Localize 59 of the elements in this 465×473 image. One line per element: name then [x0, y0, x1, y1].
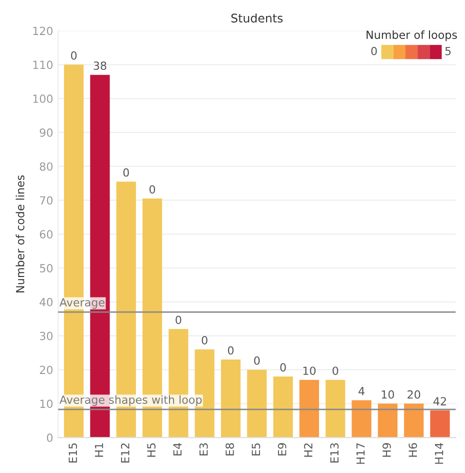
ref-line-label: Average: [60, 298, 104, 309]
annotation: 4: [358, 387, 364, 396]
bar: [247, 370, 267, 438]
annotation: 10: [382, 390, 394, 399]
annotation: 0: [202, 336, 208, 344]
x-tick-label: E9: [278, 443, 286, 456]
annotation: 0: [280, 363, 286, 372]
y-tick-label: 110: [33, 60, 53, 70]
y-tick-label: 0: [46, 434, 53, 442]
x-tick-label: H1: [94, 443, 104, 457]
annotation: 38: [94, 61, 106, 70]
x-tick-label: H9: [382, 443, 391, 457]
ref-line-label: Average shapes with loop: [60, 395, 202, 406]
chart-title: Students: [231, 13, 283, 23]
legend-title: Number of loops: [366, 30, 457, 42]
annotation: 0: [371, 46, 377, 56]
bar: [326, 380, 346, 438]
annotation: 20: [408, 390, 420, 399]
y-tick-label: 10: [40, 400, 53, 408]
x-tick-label: E4: [173, 443, 182, 456]
annotation: 42: [433, 397, 446, 406]
x-tick-label: E8: [226, 443, 234, 456]
y-tick-label: 40: [40, 298, 53, 306]
annotation: 0: [254, 356, 260, 365]
x-tick-label: E3: [199, 443, 208, 456]
annotation: 0: [332, 366, 338, 375]
bar: [299, 380, 320, 438]
x-tick-label: E12: [120, 444, 130, 462]
annotation: 0: [71, 51, 77, 60]
annotation: 10: [303, 366, 316, 375]
annotation: 5: [445, 46, 451, 56]
x-tick-label: H5: [147, 443, 156, 457]
bar: [220, 360, 241, 438]
y-tick-label: 80: [40, 162, 53, 171]
y-tick-label: 100: [33, 94, 53, 103]
y-tick-label: 60: [40, 230, 53, 239]
annotation: 0: [176, 316, 182, 324]
bar: [273, 376, 293, 438]
bar: [430, 410, 450, 438]
bar: [404, 404, 424, 438]
annotation: 0: [149, 185, 156, 194]
x-tick-label: H2: [304, 444, 312, 457]
x-tick-label: E13: [330, 443, 339, 462]
y-tick-label: 70: [40, 196, 53, 205]
bar: [378, 404, 398, 438]
y-tick-label: 90: [40, 128, 53, 137]
y-axis-title: Number of code lines: [16, 175, 24, 292]
x-tick-label: E5: [252, 443, 260, 456]
y-tick-label: 120: [33, 26, 53, 36]
annotation: 0: [228, 346, 234, 355]
x-tick-label: H6: [408, 443, 418, 457]
x-tick-label: H14: [434, 443, 444, 464]
x-tick-label: E15: [68, 443, 78, 462]
y-tick-label: 20: [40, 366, 53, 374]
bar: [352, 400, 372, 438]
x-tick-label: H17: [356, 443, 365, 464]
y-tick-label: 30: [40, 332, 53, 340]
y-tick-label: 50: [40, 264, 53, 272]
annotation: 0: [123, 168, 129, 177]
